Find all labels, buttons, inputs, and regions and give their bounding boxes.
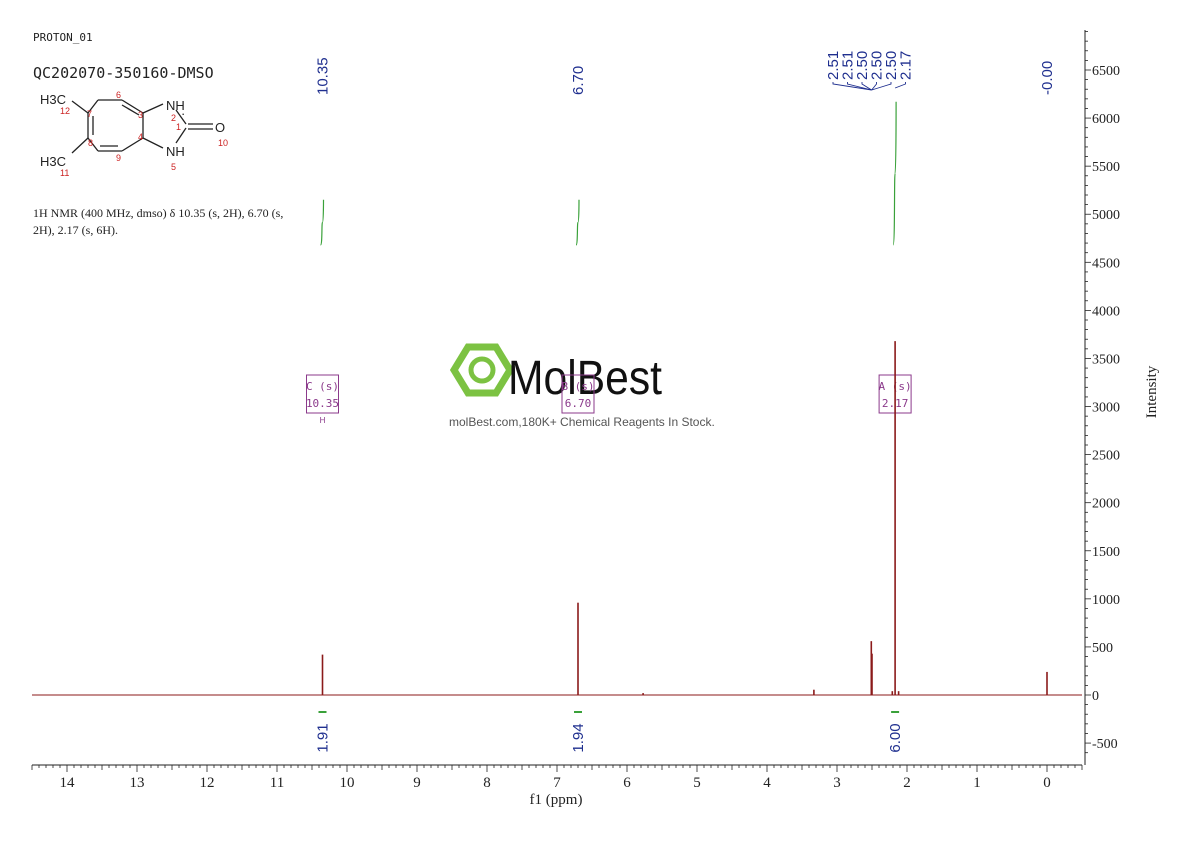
atom-number-5: 5 [171,162,176,172]
peak-label-0: 10.35 [315,57,332,95]
cluster-connector-3 [871,82,877,91]
multiplet-box-0 [306,374,339,414]
x-tick-label-6: 6 [623,775,631,791]
cluster-label-4: 2.50 [883,51,900,80]
y-tick-label-3500: 3500 [1092,352,1120,367]
y-tick-label-1000: 1000 [1092,593,1120,608]
x-tick-label-13: 13 [130,775,145,791]
cluster-connector-1 [847,82,872,91]
x-tick-label-2: 2 [903,775,911,791]
multiplet-shift-1: 6.70 [565,397,592,410]
y-tick-label--500: -500 [1092,737,1118,752]
y-tick-label-5000: 5000 [1092,208,1120,223]
integral-values: 1.91 1.94 6.00 [315,711,904,753]
multiplet-box-1 [561,374,595,414]
y-tick-label-2500: 2500 [1092,449,1120,464]
watermark-tagline: molBest.com,180K+ Chemical Reagents In S… [449,415,715,429]
integral-curve-2 [892,101,897,246]
y-tick-label-4000: 4000 [1092,304,1120,319]
cluster-label-1: 2.51 [840,51,857,80]
x-tick-label-11: 11 [270,775,284,791]
x-tick-label-4: 4 [763,775,771,791]
y-axis: -500 0 500 1000 1500 2000 2500 3000 3500 4000 4500… [1084,30,1120,765]
x-axis-label: f1 (ppm) [530,792,583,808]
cluster-label-3: 2.50 [869,51,886,80]
y-tick-label-0: 0 [1092,689,1099,704]
y-tick-label-5500: 5500 [1092,160,1120,175]
multiplet-name-0: C (s) [306,380,339,393]
atom-number-1: 1 [176,122,181,132]
atom-number-12: 12 [60,106,70,116]
integral-value-2: 6.00 [887,723,904,752]
cluster-label-5: 2.17 [898,51,915,80]
experiment-name: PROTON_01 [33,31,93,44]
atom-number-6: 6 [116,90,121,100]
peak-label-1: 6.70 [570,66,587,95]
x-tick-label-7: 7 [553,775,561,791]
x-tick-label-9: 9 [413,775,421,791]
spectrum [32,341,1082,696]
y-tick-label-6500: 6500 [1092,64,1120,79]
x-axis: 14 13 12 11 10 9 8 7 6 5 4 3 2 1 0 [31,764,1083,791]
watermark: MolBest molBest.com,180K+ Chemical Reage… [449,343,715,429]
atom-number-4: 4 [138,132,143,142]
methyl-bottom-label: H3C [40,154,66,169]
x-tick-label-3: 3 [833,775,841,791]
x-tick-label-10: 10 [340,775,355,791]
x-tick-label-1: 1 [973,775,981,791]
multiplet-name-1: B (s) [561,380,594,393]
molbest-logo-icon [449,343,515,397]
integral-curves [319,101,897,246]
integral-value-0: 1.91 [315,723,332,752]
multiplet-shift-0: 10.35 [306,397,339,410]
molbest-logo-inner-icon [468,356,496,384]
atom-number-3: 3 [138,110,143,120]
atom-number-7: 7 [87,109,92,119]
y-tick-label-6000: 6000 [1092,112,1120,127]
nmr-description-line2: 2H), 2.17 (s, 6H). [33,223,118,237]
peak-label-2: -0.00 [1039,61,1056,95]
atom-number-2: 2 [171,113,176,123]
y-tick-label-1500: 1500 [1092,545,1120,560]
atom-number-11: 11 [60,168,69,178]
methyl-top-label: H3C [40,92,66,107]
y-tick-label-500: 500 [1092,641,1113,656]
cluster-label-0: 2.51 [825,51,842,80]
atom-number-8: 8 [88,138,93,148]
x-tick-label-14: 14 [60,775,76,791]
cluster-connector-4 [871,82,892,91]
x-tick-label-8: 8 [483,775,491,791]
integral-curve-0 [319,199,325,246]
watermark-brand: MolBest [508,352,662,405]
radical-dot: · [181,106,185,121]
x-tick-label-5: 5 [693,775,701,791]
peak-labels: 10.35 6.70 -0.002.512.512.502.502.502.17 [315,51,1057,95]
nh-bottom-label: NH [166,144,185,159]
multiplet-hmark-0: H [320,416,326,425]
y-tick-label-2000: 2000 [1092,497,1120,512]
y-tick-label-3000: 3000 [1092,401,1120,416]
x-tick-label-0: 0 [1043,775,1051,791]
sample-name: QC202070-350160-DMSO [33,64,214,82]
integral-curve-1 [575,199,580,246]
integral-value-1: 1.94 [570,723,587,752]
nh-top-label: NH [166,98,185,113]
atom-number-10: 10 [218,138,228,148]
atom-number-9: 9 [116,153,121,163]
x-tick-label-12: 12 [200,775,215,791]
nmr-description-line1: 1H NMR (400 MHz, dmso) δ 10.35 (s, 2H), … [33,206,283,220]
cluster-connector-0 [832,82,872,91]
cluster-label-2: 2.50 [854,51,871,80]
cluster-connector-5 [894,82,906,89]
y-axis-label: Intensity [1144,365,1160,418]
oxygen-label: O [215,120,225,135]
cluster-connector-2 [861,82,872,91]
y-tick-label-4500: 4500 [1092,256,1120,271]
molecule-structure: H3C H3C NH NH O · 12 11 6 7 3 4 8 9 2 1 … [40,90,228,178]
